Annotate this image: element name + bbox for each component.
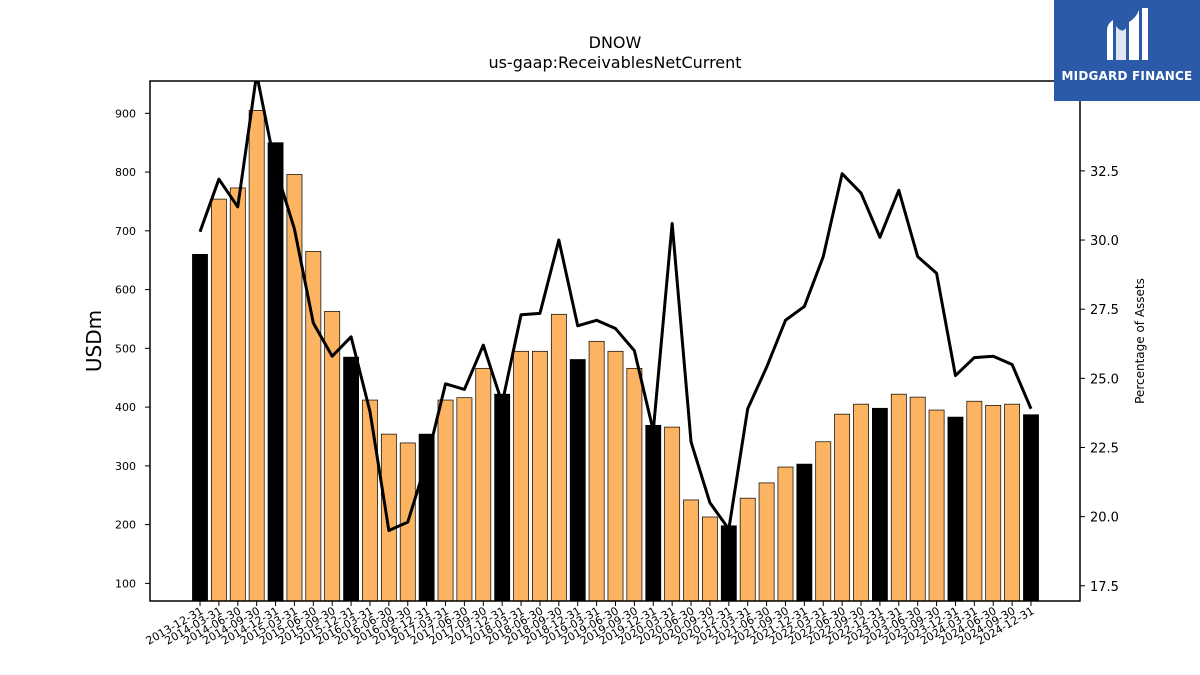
- bar: [796, 463, 813, 602]
- y-tick-label: 700: [115, 225, 136, 238]
- bar: [362, 399, 378, 602]
- logo-text: MIDGARD FINANCE: [1061, 69, 1193, 83]
- y2-axis-ticks: 17.5 20.0 22.5 25.0 27.5 30.0 32.5: [1080, 165, 1119, 595]
- x-axis-ticks: 2013-12-312014-03-312014-06-302014-09-30…: [144, 601, 1037, 648]
- y-tick-label: 200: [115, 519, 136, 532]
- bar: [966, 400, 983, 602]
- chart-subtitle: us-gaap:ReceivablesNetCurrent: [488, 53, 741, 72]
- bar: [777, 466, 794, 602]
- bar: [985, 404, 1002, 602]
- y-axis-label: USDm: [82, 310, 106, 372]
- bar: [702, 516, 718, 602]
- bar: [664, 426, 681, 602]
- bar: [569, 359, 586, 602]
- y-tick-label: 500: [115, 342, 136, 355]
- bar: [1004, 403, 1021, 602]
- bar: [683, 499, 699, 602]
- bar: [456, 397, 473, 602]
- bar: [550, 313, 567, 602]
- bar: [758, 482, 775, 602]
- y2-tick-label: 25.0: [1090, 372, 1119, 387]
- bar: [947, 416, 964, 602]
- chart-title: DNOW: [589, 33, 642, 52]
- y-tick-label: 100: [115, 577, 136, 590]
- y-tick-label: 900: [115, 107, 136, 120]
- bars-layer: [192, 110, 1039, 602]
- bar: [645, 424, 662, 602]
- y2-tick-label: 20.0: [1090, 511, 1119, 526]
- y2-tick-label: 30.0: [1090, 234, 1119, 249]
- bar: [475, 367, 492, 602]
- bar: [437, 399, 454, 602]
- bar: [192, 253, 208, 602]
- bar: [853, 403, 869, 602]
- bar: [1023, 414, 1039, 602]
- bar: [229, 187, 246, 602]
- bar: [532, 350, 548, 602]
- bar: [815, 441, 832, 602]
- y2-tick-label: 22.5: [1090, 441, 1119, 456]
- bar: [871, 407, 888, 602]
- line-layer: [198, 81, 1033, 532]
- bar: [909, 396, 926, 602]
- percentage-line: [198, 81, 1033, 532]
- bar: [834, 413, 851, 602]
- logo-mark-icon: [1107, 8, 1148, 60]
- bar: [588, 340, 605, 602]
- y-tick-label: 800: [115, 166, 136, 179]
- bar: [739, 497, 756, 602]
- bar: [607, 350, 624, 602]
- bar: [626, 367, 643, 602]
- bar: [890, 393, 907, 602]
- bar: [513, 350, 529, 602]
- y2-tick-label: 27.5: [1090, 303, 1119, 318]
- y-tick-label: 300: [115, 460, 136, 473]
- y2-axis-label: Percentage of Assets: [1133, 278, 1147, 404]
- bar: [343, 356, 360, 602]
- midgard-finance-logo: MIDGARD FINANCE: [1054, 0, 1200, 101]
- y-tick-label: 600: [115, 284, 136, 297]
- bar: [494, 393, 511, 602]
- bar: [210, 198, 227, 602]
- bar: [380, 433, 397, 602]
- y2-tick-label: 17.5: [1090, 580, 1119, 595]
- bar: [248, 110, 265, 602]
- bar: [267, 142, 284, 602]
- bar: [928, 409, 945, 602]
- y-tick-label: 400: [115, 401, 136, 414]
- y2-tick-label: 32.5: [1090, 165, 1119, 180]
- bar: [286, 174, 303, 602]
- y-axis-ticks: 100 200 300 400 500 600 700 800 900: [115, 107, 150, 590]
- bar: [720, 525, 737, 602]
